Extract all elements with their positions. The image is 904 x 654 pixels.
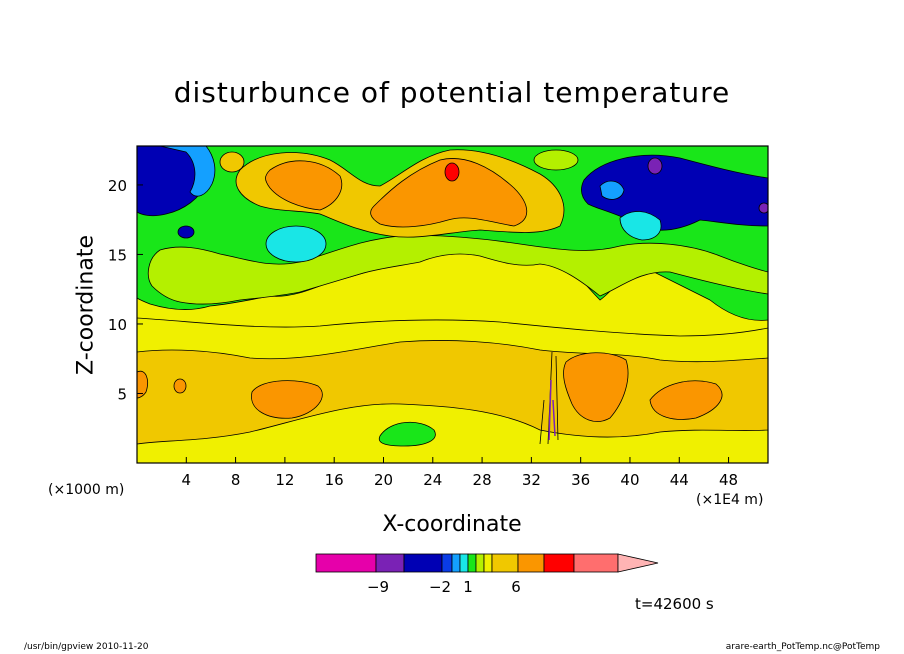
time-label: t=42600 s [635,595,714,613]
warm-spot-1 [219,151,245,173]
chart-title: disturbunce of potential temperature [173,76,731,109]
colorbar-arrow [617,553,659,573]
colorbar-segment [315,553,377,573]
y-tick-label: 5 [117,385,127,403]
warm-blob-1 [251,380,323,419]
colorbar-segment [543,553,575,573]
colorbar-segment [375,553,405,573]
warm-blob-3 [649,380,723,420]
x-tick-label: 4 [182,471,192,489]
x-unit-right: (×1E4 m) [696,492,764,508]
cold-region-right [580,154,768,231]
x-tick-label: 16 [325,471,344,489]
cyan-blob-1 [265,225,327,263]
x-tick-label: 44 [670,471,689,489]
plot-frame [136,145,769,464]
warm-upper-core [265,160,343,211]
colorbar-label: 6 [511,578,521,596]
colorbar-segment [517,553,545,573]
y-tick-label: 15 [108,246,127,264]
footer-right: arare-earth_PotTemp.nc@PotTemp [725,642,880,652]
x-tick-label: 32 [522,471,541,489]
x-tick-label: 8 [231,471,241,489]
y-ticks: 5 10 15 20 [108,177,143,403]
x-axis-label: X-coordinate [382,512,522,537]
low-bottom-band [137,317,768,337]
colorbar-segment [573,553,619,573]
warm-spot-2 [533,149,579,171]
colorbar: −9 −2 1 6 [315,553,659,596]
x-tick-label: 36 [571,471,590,489]
x-unit-left: (×1000 m) [48,482,125,498]
warm-blob-5 [173,378,187,394]
cold-core-right-2 [758,202,768,214]
footer-left: /usr/bin/gpview 2010-11-20 [24,642,149,652]
colorbar-label: 1 [463,578,473,596]
warm-core-max [444,162,460,182]
x-ticks: 4 8 12 16 20 24 28 32 36 40 44 48 [182,457,738,489]
x-tick-label: 12 [275,471,294,489]
colorbar-segment [475,553,485,573]
colorbar-segment [441,553,453,573]
cyan-right [619,211,662,241]
warm-upper-core-2 [370,158,528,228]
colorbar-segment [467,553,477,573]
colorbar-segment [451,553,461,573]
colorbar-label: −9 [367,578,389,596]
x-tick-label: 40 [620,471,639,489]
cyan-right-2 [599,180,625,200]
y-tick-label: 10 [108,316,127,334]
x-tick-label: 20 [374,471,393,489]
x-tick-label: 48 [719,471,738,489]
y-axis-label: Z-coordinate [73,235,99,375]
cyan-blob-2 [177,225,195,239]
x-tick-label: 28 [473,471,492,489]
x-tick-label: 24 [423,471,442,489]
green-low-blob [378,421,436,447]
colorbar-segment [483,553,493,573]
colorbar-segment [403,553,443,573]
cold-core-right [647,157,663,175]
colorbar-label: −2 [429,578,451,596]
warm-blob-2 [563,352,629,422]
streak-red [548,379,556,441]
colorbar-segment [491,553,519,573]
yellow-tongue-1 [147,235,768,305]
y-tick-label: 20 [108,177,127,195]
cold-ring-left [159,146,216,197]
colorbar-segment [459,553,469,573]
